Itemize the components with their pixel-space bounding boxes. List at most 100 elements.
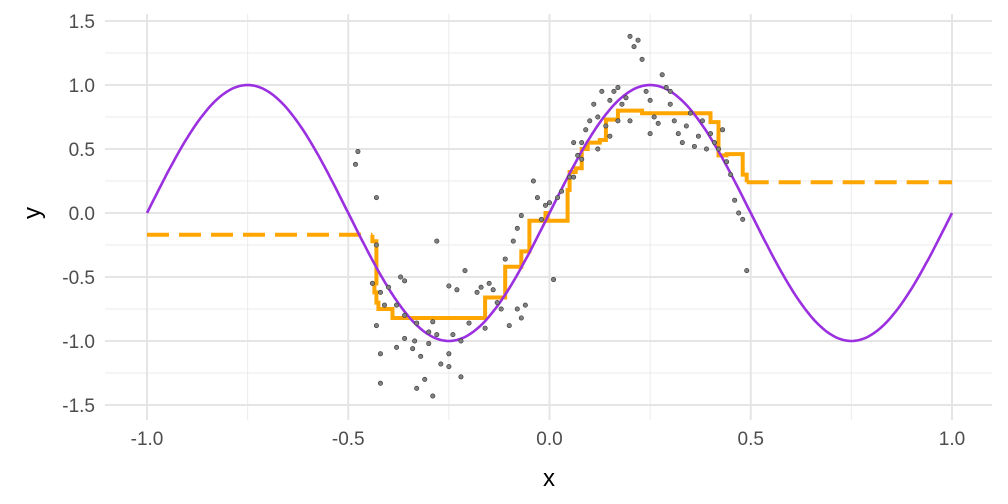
scatter-point	[687, 110, 693, 116]
scatter-point	[555, 195, 561, 201]
scatter-point	[647, 97, 653, 103]
scatter-point	[430, 393, 436, 399]
scatter-point	[571, 174, 577, 180]
scatter-point	[683, 123, 689, 129]
scatter-point	[679, 140, 685, 146]
scatter-point	[611, 88, 617, 94]
scatter-point	[458, 338, 464, 344]
scatter-point	[635, 37, 641, 43]
scatter-point	[699, 118, 705, 124]
scatter-point	[667, 88, 673, 94]
scatter-point	[707, 131, 713, 137]
scatter-point	[398, 274, 404, 280]
scatter-point	[732, 197, 738, 203]
scatter-point	[402, 312, 408, 318]
scatter-point	[418, 353, 424, 359]
scatter-point	[486, 280, 492, 286]
scatter-point	[551, 277, 557, 283]
scatter-point	[518, 213, 524, 219]
scatter-point	[659, 72, 665, 78]
scatter-point	[607, 133, 613, 139]
scatter-point	[651, 114, 657, 120]
scatter-point	[426, 329, 432, 335]
step-fit-series	[147, 108, 952, 320]
scatter-point	[514, 225, 520, 231]
scatter-point	[446, 283, 452, 289]
scatter-point	[631, 44, 637, 50]
y-tick-label: 1.5	[69, 12, 95, 33]
y-axis-title: y	[19, 207, 46, 219]
scatter-point	[478, 284, 484, 290]
scatter-point	[583, 127, 589, 133]
scatter-point	[377, 351, 383, 357]
scatter-point	[482, 325, 488, 331]
scatter-point	[373, 323, 379, 329]
x-axis-ticks: -1.0 -0.5 0.0 0.5 1.0	[131, 429, 966, 450]
scatter-point	[691, 143, 697, 149]
y-tick-label: -1.0	[62, 332, 95, 353]
scatter-point	[627, 118, 633, 124]
scatter-point	[623, 95, 629, 101]
scatter-point	[579, 140, 585, 146]
scatter-point	[603, 123, 609, 129]
scatter-point	[402, 335, 408, 341]
scatter-point	[422, 376, 428, 382]
scatter-point	[546, 200, 552, 206]
scatter-point	[494, 300, 500, 306]
scatter-point	[412, 338, 418, 344]
x-tick-label: 0.5	[738, 429, 764, 450]
scatter-point	[385, 284, 391, 290]
scatter-point	[434, 238, 440, 244]
scatter-point	[430, 319, 436, 325]
scatter-point	[538, 216, 544, 222]
scatter-point	[373, 195, 379, 201]
scatter-point	[498, 306, 504, 312]
scatter-point	[712, 140, 718, 146]
scatter-point	[381, 302, 387, 308]
scatter-point	[587, 118, 593, 124]
y-tick-label: -0.5	[62, 268, 95, 289]
scatter-point	[454, 287, 460, 293]
x-tick-label: 1.0	[939, 429, 965, 450]
scatter-point	[639, 56, 645, 62]
scatter-point	[450, 332, 456, 338]
scatter-point	[506, 323, 512, 329]
scatter-point	[695, 133, 701, 139]
x-axis-title: x	[543, 465, 555, 492]
scatter-point	[402, 278, 408, 284]
scatter-point	[720, 127, 726, 133]
scatter-point	[595, 146, 601, 152]
scatter-point	[716, 146, 722, 152]
scatter-point	[458, 374, 464, 380]
y-tick-label: -1.5	[62, 396, 95, 417]
scatter-point	[530, 178, 536, 184]
scatter-point	[514, 306, 520, 312]
scatter-point	[724, 159, 730, 165]
x-tick-label: 0.0	[536, 429, 562, 450]
scatter-point	[703, 146, 709, 152]
scatter-point	[373, 242, 379, 248]
scatter-point	[575, 152, 581, 158]
scatter-point	[655, 120, 661, 126]
scatter-point	[355, 149, 361, 155]
scatter-point	[599, 88, 605, 94]
scatter-point	[595, 114, 601, 120]
scatter-point	[462, 268, 468, 274]
sine-curve-series	[145, 83, 954, 343]
scatter-points-series	[352, 33, 750, 399]
y-axis-ticks: 1.5 1.0 0.5 0.0 -0.5 -1.0 -1.5	[62, 12, 95, 417]
scatter-point	[728, 172, 734, 178]
scatter-point	[414, 320, 420, 326]
scatter-point	[579, 156, 585, 162]
x-tick-label: -0.5	[332, 429, 365, 450]
scatter-point	[744, 268, 750, 274]
scatter-point	[438, 361, 444, 367]
scatter-point	[663, 85, 669, 91]
scatter-point	[510, 238, 516, 244]
scatter-point	[377, 380, 383, 386]
scatter-point	[542, 202, 548, 208]
scatter-point	[534, 195, 540, 201]
scatter-point	[522, 302, 528, 308]
scatter-point	[647, 131, 653, 137]
